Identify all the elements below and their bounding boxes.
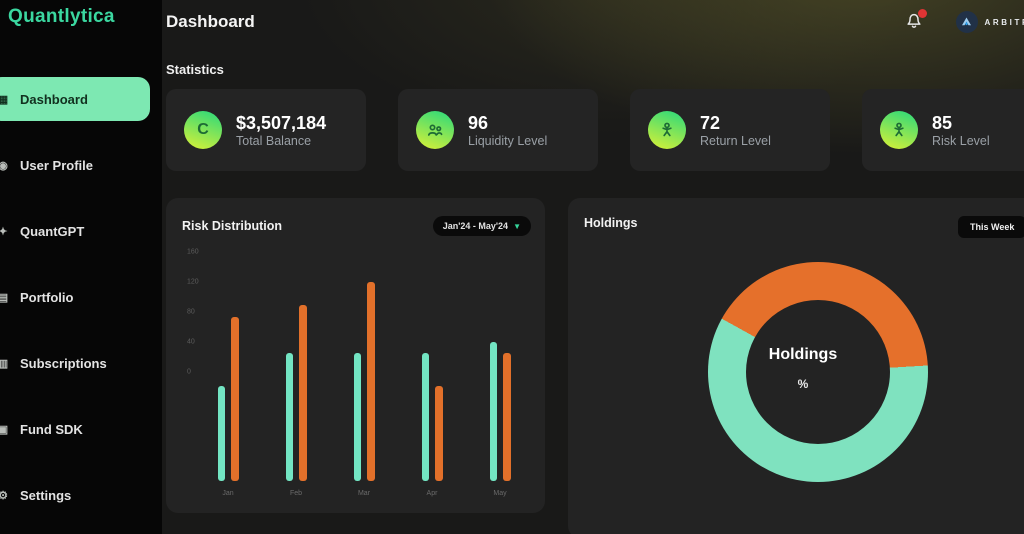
stat-value: $3,507,184 [236, 112, 327, 133]
sidebar-item-user-profile[interactable]: ◉ User Profile [0, 143, 162, 187]
stat-card-risk: 85 Risk Level [862, 89, 1024, 171]
partner-badge[interactable]: ARBITRUM [955, 11, 1024, 33]
stat-value: 85 [932, 112, 953, 133]
y-axis-tick: 80 [187, 308, 195, 316]
bar-group-may [490, 342, 511, 481]
box-icon: ▣ [0, 423, 9, 436]
header-actions: ARBITRUM [904, 9, 1024, 34]
charts-row: Risk Distribution Jan'24 - May'24 ▼ 160 1… [166, 198, 1024, 534]
mint-bar [218, 386, 225, 481]
risk-distribution-card: Risk Distribution Jan'24 - May'24 ▼ 160 1… [166, 198, 545, 513]
arbitrum-logo-icon [955, 11, 978, 33]
this-week-badge[interactable]: This Week [958, 216, 1024, 238]
y-axis-tick: 0 [187, 368, 191, 376]
mint-bar [422, 353, 429, 481]
x-axis-tick: May [493, 490, 507, 497]
partner-name: ARBITRUM [984, 17, 1024, 27]
bar-group-mar [354, 282, 375, 481]
main-content: Dashboard ARBITRUM [162, 0, 1024, 534]
sidebar-item-fund-sdk[interactable]: ▣ Fund SDK [0, 407, 162, 451]
stat-label: Risk Level [932, 134, 990, 149]
x-axis-tick: Jan [222, 490, 234, 497]
orange-bar [231, 317, 239, 481]
y-axis-tick: 120 [187, 278, 199, 286]
holdings-card: Holdings This Week Holdings % [568, 198, 1024, 534]
stat-label: Liquidity Level [468, 134, 548, 149]
stat-label: Return Level [700, 134, 771, 149]
app-logo: Quantlytica [8, 6, 115, 27]
y-axis-tick: 160 [187, 248, 199, 256]
orange-bar [435, 386, 443, 481]
sidebar-item-label: Fund SDK [20, 421, 83, 437]
grid-icon: ▦ [0, 93, 9, 106]
orange-bar [367, 282, 375, 481]
sidebar-item-label: QuantGPT [20, 223, 85, 239]
coin-icon: C [184, 111, 222, 149]
sidebar-item-subscriptions[interactable]: ▥ Subscriptions [0, 341, 162, 385]
sidebar-item-label: User Profile [20, 157, 93, 173]
page-title: Dashboard [166, 12, 255, 31]
stat-label: Total Balance [236, 134, 312, 149]
bar-group-feb [286, 305, 307, 481]
sparkle-icon: ✦ [0, 225, 8, 238]
sidebar: Quantlytica ▦ Dashboard ◉ User Profile ✦… [0, 0, 162, 534]
top-header: Dashboard ARBITRUM [166, 6, 1024, 38]
x-axis-tick: Apr [426, 490, 438, 497]
donut-center-label: Holdings % [768, 345, 838, 391]
bar-group-apr [422, 353, 443, 481]
notifications-button[interactable] [904, 9, 928, 34]
sidebar-item-label: Dashboard [20, 91, 88, 107]
stat-cards-row: C $3,507,184 Total Balance 96 Liquidity … [166, 89, 1024, 171]
bar-plot: 160 120 80 40 0 Jan Feb Mar Apr May [166, 198, 545, 513]
person-icon [880, 111, 918, 149]
sidebar-nav: ▦ Dashboard ◉ User Profile ✦ QuantGPT ▤ … [0, 77, 162, 517]
bar-group-jan [218, 317, 239, 481]
x-axis-tick: Feb [289, 490, 303, 497]
sidebar-item-dashboard[interactable]: ▦ Dashboard [0, 77, 150, 121]
sidebar-item-portfolio[interactable]: ▤ Portfolio [0, 275, 162, 319]
holdings-donut-chart [708, 262, 928, 482]
risk-distribution-title: Risk Distribution [182, 219, 283, 233]
stat-card-liquidity: 96 Liquidity Level [398, 89, 598, 171]
chevron-down-icon: ▼ [513, 221, 521, 231]
date-range-value: Jan'24 - May'24 [442, 221, 509, 231]
gear-icon: ⚙ [0, 489, 8, 502]
orange-bar [503, 353, 511, 481]
mint-bar [354, 353, 361, 481]
stat-card-return: 72 Return Level [630, 89, 830, 171]
user-icon: ◉ [0, 159, 8, 172]
stat-value: 72 [700, 112, 721, 133]
people-icon [416, 111, 454, 149]
briefcase-icon: ▤ [0, 291, 9, 304]
holdings-title: Holdings [584, 216, 638, 230]
bell-icon [906, 13, 921, 28]
sidebar-item-label: Portfolio [20, 289, 74, 305]
person-icon [648, 111, 686, 149]
stat-value: 96 [468, 112, 489, 133]
y-axis-tick: 40 [187, 338, 195, 346]
layers-icon: ▥ [0, 357, 9, 370]
mint-bar [490, 342, 497, 481]
statistics-label: Statistics [166, 62, 224, 77]
sidebar-item-label: Settings [20, 487, 72, 503]
mint-bar [286, 353, 293, 481]
sidebar-item-quantgpt[interactable]: ✦ QuantGPT [0, 209, 162, 253]
sidebar-item-settings[interactable]: ⚙ Settings [0, 473, 162, 517]
date-range-dropdown[interactable]: Jan'24 - May'24 ▼ [432, 216, 531, 236]
stat-card-total-balance: C $3,507,184 Total Balance [166, 89, 366, 171]
notification-badge [917, 9, 927, 18]
x-axis-tick: Mar [357, 490, 371, 497]
sidebar-item-label: Subscriptions [20, 355, 107, 371]
orange-bar [299, 305, 307, 481]
